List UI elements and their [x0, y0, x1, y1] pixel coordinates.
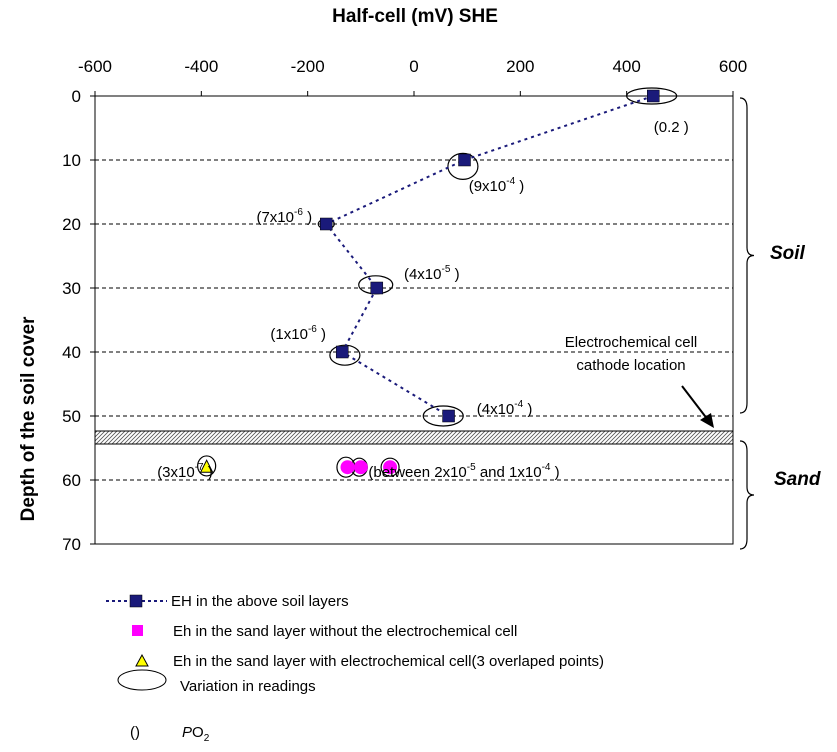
legend-ellipse-swatch [117, 669, 167, 691]
cell-annotation-line2: cathode location [576, 357, 685, 374]
sand-point-without-cell [383, 460, 398, 475]
y-tick-label: 50 [62, 407, 81, 426]
soil-point [320, 217, 333, 231]
x-tick-label: -600 [78, 57, 112, 76]
po2-label: (7x10-6 ) [256, 207, 312, 226]
brace-path [739, 440, 755, 550]
legend-square-swatch [129, 594, 143, 608]
po2-label: (0.2 ) [654, 119, 689, 136]
ticks-layer: -600 -400 -200 0 200 400 600 0 10 20 30 40 50 60 70 [62, 57, 747, 554]
x-axis-title: Half-cell (mV) SHE [332, 6, 498, 27]
y-tick-label: 20 [62, 215, 81, 234]
sand-point-without-cell [340, 460, 355, 475]
ellipse-layer [197, 87, 678, 478]
x-tick-label: -400 [184, 57, 218, 76]
po2-label: (1x10-6 ) [270, 324, 326, 343]
variation-ellipse [197, 455, 217, 477]
cell-annotation-line1: Electrochemical cell [565, 334, 698, 351]
cathode-layer [94, 430, 734, 445]
variation-ellipse [447, 152, 479, 180]
variation-ellipse [380, 457, 400, 477]
y-tick-label: 30 [62, 279, 81, 298]
y-tick-label: 70 [62, 535, 81, 554]
brace-path [739, 97, 755, 414]
legend-label-sand-without-cell: Eh in the sand layer without the electro… [173, 623, 517, 640]
brace-soil [739, 97, 755, 414]
legend-label-po2: PO2 [182, 724, 210, 744]
y-tick-label: 0 [72, 87, 81, 106]
soil-point [370, 281, 384, 295]
variation-ellipse [626, 87, 678, 105]
series-layer [199, 89, 660, 475]
y-tick-label: 60 [62, 471, 81, 490]
brace-sand [739, 440, 755, 550]
soil-point [442, 409, 455, 423]
po2-label: (9x10-4 ) [469, 176, 525, 195]
grid-layer [95, 159, 733, 481]
legend-label-variation: Variation in readings [180, 678, 316, 695]
sand-magenta-po2-label: (between 2x10-5 and 1x10-4 ) [368, 462, 559, 481]
sand-point-without-cell [353, 460, 368, 475]
x-tick-label: 400 [612, 57, 640, 76]
y-tick-label: 10 [62, 151, 81, 170]
band-label-soil: Soil [770, 243, 806, 264]
legend: EH in the above soil layers Eh in the sa… [106, 593, 604, 744]
x-tick-label: 600 [719, 57, 747, 76]
po2-label: (4x10-5 ) [404, 264, 460, 283]
band-label-sand: Sand [774, 469, 821, 490]
po2-label: (4x10-4 ) [477, 399, 533, 418]
x-tick-label: -200 [291, 57, 325, 76]
legend-label-sand-with-cell: Eh in the sand layer with electrochemica… [173, 653, 604, 670]
sand-point-with-cell [199, 459, 214, 473]
legend-triangle-swatch [135, 653, 149, 667]
legend-parentheses: () [130, 724, 140, 741]
soil-series-line [324, 95, 654, 417]
sand-trig-po2-label: (3x10-7 ) [157, 462, 213, 481]
soil-point [647, 89, 660, 103]
legend-magenta-swatch [132, 625, 143, 636]
variation-ellipse [422, 405, 464, 427]
x-tick-label: 200 [506, 57, 534, 76]
y-tick-label: 40 [62, 343, 81, 362]
x-tick-label: 0 [409, 57, 418, 76]
cell-annotation-arrowhead [700, 413, 714, 428]
y-axis-title: Depth of the soil cover [18, 316, 39, 521]
soil-point [458, 153, 471, 167]
legend-label-soil-series: EH in the above soil layers [171, 593, 349, 610]
cell-annotation-arrow [681, 385, 709, 421]
soil-point [335, 345, 349, 359]
